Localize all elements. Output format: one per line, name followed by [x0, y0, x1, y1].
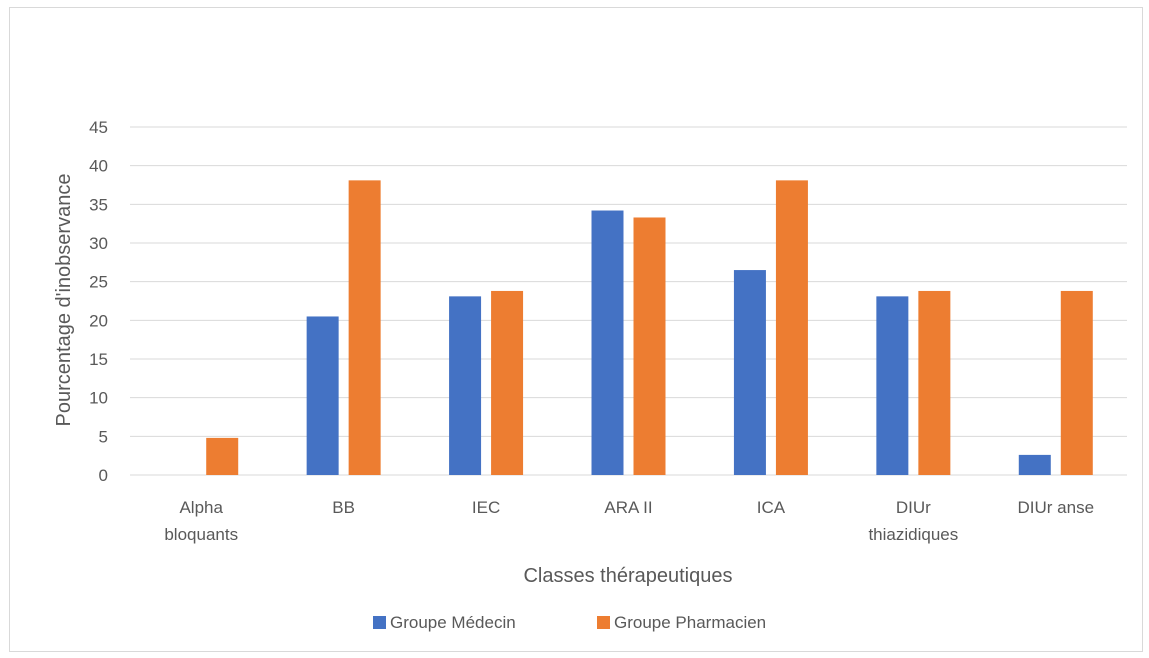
y-tick-label: 10 [89, 389, 108, 408]
x-tick-label: ICA [757, 498, 786, 517]
y-tick-label: 0 [99, 466, 108, 485]
x-tick-label: Alpha [179, 498, 223, 517]
legend: Groupe Médecin Groupe Pharmacien [373, 613, 766, 632]
x-tick-label: BB [332, 498, 355, 517]
bar-medecin-2 [449, 296, 482, 475]
legend-swatch [597, 616, 610, 629]
bar-medecin-6 [1018, 454, 1051, 475]
bars [206, 180, 1093, 476]
y-tick-label: 30 [89, 234, 108, 253]
x-tick-label: ARA II [604, 498, 652, 517]
y-tick-labels: 0 5 10 15 20 25 30 35 40 45 [89, 118, 108, 485]
y-tick-label: 45 [89, 118, 108, 137]
gridlines [130, 126, 1127, 476]
x-tick-label: bloquants [164, 525, 238, 544]
bar-pharmacien-3 [633, 217, 666, 476]
bar-pharmacien-5 [918, 290, 951, 475]
y-axis-title: Pourcentage d'inobservance [53, 174, 75, 427]
x-tick-label: DIUr [896, 498, 931, 517]
y-tick-label: 15 [89, 350, 108, 369]
x-tick-label: DIUr anse [1018, 498, 1095, 517]
y-tick-label: 35 [89, 195, 108, 214]
bar-pharmacien-1 [348, 180, 381, 476]
bar-medecin-4 [733, 270, 766, 475]
bar-pharmacien-4 [775, 180, 808, 476]
bar-medecin-1 [306, 316, 339, 475]
y-tick-label: 40 [89, 157, 108, 176]
bar-medecin-3 [591, 210, 624, 475]
x-tick-labels: Alpha bloquants BB IEC ARA II ICA DIUr thiazidi… [164, 498, 1094, 544]
y-tick-label: 20 [89, 311, 108, 330]
bar-medecin-5 [876, 296, 909, 475]
bar-pharmacien-6 [1060, 290, 1093, 475]
x-tick-label: IEC [472, 498, 500, 517]
legend-label: Groupe Médecin [390, 613, 516, 632]
bar-pharmacien-2 [491, 290, 524, 475]
legend-swatch [373, 616, 386, 629]
chart-frame [9, 7, 1143, 652]
x-axis-title: Classes thérapeutiques [523, 565, 732, 587]
y-tick-label: 5 [99, 427, 108, 446]
y-tick-label: 25 [89, 273, 108, 292]
x-tick-label: thiazidiques [868, 525, 958, 544]
bar-pharmacien-0 [206, 437, 239, 475]
legend-label: Groupe Pharmacien [614, 613, 766, 632]
